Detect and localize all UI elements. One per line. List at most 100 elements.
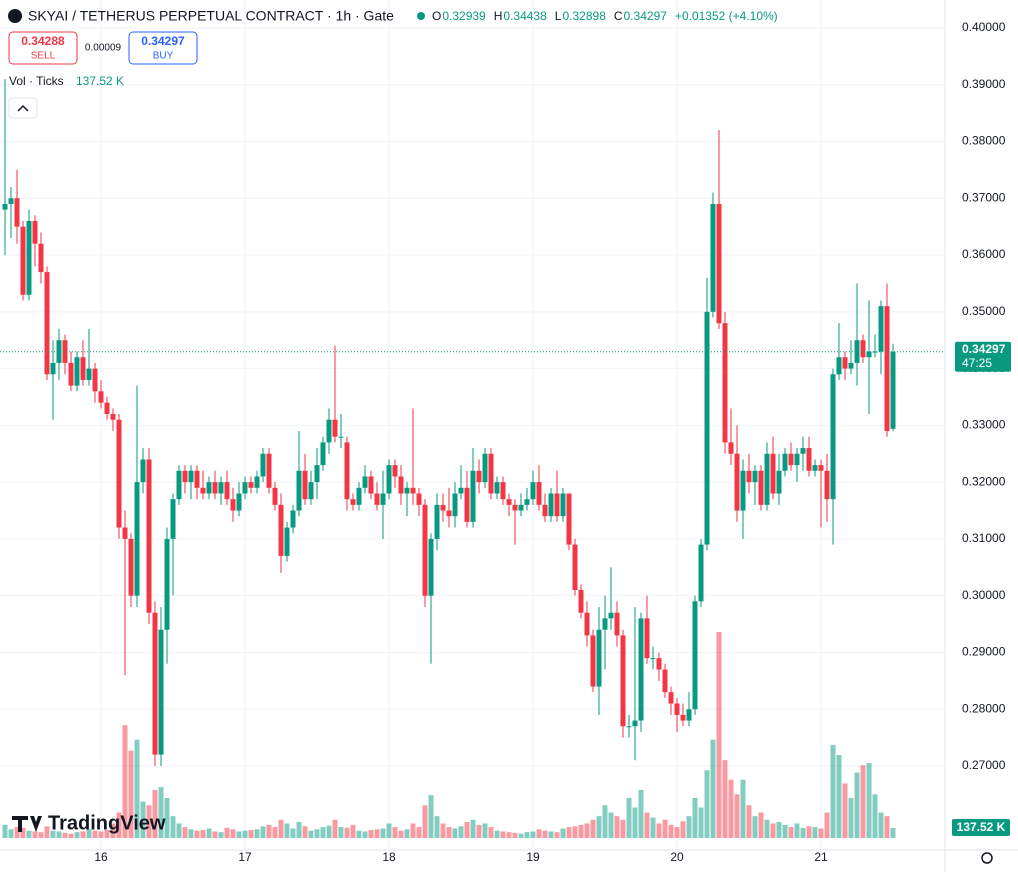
candle-body <box>224 482 230 500</box>
volume-bar <box>740 779 746 838</box>
candle-body <box>566 493 572 545</box>
volume-bar <box>308 830 314 838</box>
candle-body <box>176 470 182 500</box>
volume-bar <box>50 830 56 838</box>
candle-body <box>14 198 20 227</box>
volume-bar <box>620 819 626 838</box>
candle-body <box>248 482 254 488</box>
candle-body <box>428 538 434 596</box>
volume-bar <box>248 829 254 838</box>
volume-bar <box>224 827 230 838</box>
candle-body <box>722 323 728 443</box>
volume-bar <box>236 831 242 838</box>
candle-body <box>572 544 578 590</box>
candle-body <box>8 198 14 204</box>
candle-body <box>116 419 122 528</box>
volume-bar <box>458 826 464 838</box>
candle-body <box>338 436 344 438</box>
volume-bar <box>632 807 638 838</box>
settings-icon[interactable] <box>981 852 993 864</box>
volume-bar <box>806 826 812 838</box>
candle-body <box>308 482 314 500</box>
candle-body <box>752 470 758 483</box>
candle-body <box>350 499 356 505</box>
volume-bar <box>20 827 26 838</box>
volume-bar <box>386 823 392 838</box>
last-price-label: 0.34297 <box>962 342 1006 356</box>
volume-bar <box>152 789 158 838</box>
volume-bar <box>626 797 632 838</box>
candle-body <box>830 374 836 500</box>
volume-bar <box>518 833 524 838</box>
candle-body <box>164 538 170 630</box>
volume-bar <box>830 744 836 838</box>
candle-body <box>578 589 584 613</box>
candle-body <box>26 221 32 295</box>
candle-body <box>710 203 716 312</box>
volume-bar <box>674 827 680 838</box>
candle-body <box>74 357 80 386</box>
volume-bar <box>524 832 530 838</box>
x-tick-label: 19 <box>526 850 540 864</box>
volume-bar <box>362 831 368 838</box>
candle-body <box>560 493 566 517</box>
volume-bar <box>656 823 662 838</box>
candle-body <box>554 493 560 517</box>
candle-body <box>620 635 626 727</box>
volume-bar <box>584 823 590 838</box>
volume-bar <box>296 821 302 838</box>
candle-body <box>44 272 50 375</box>
candle-body <box>38 243 44 273</box>
candle-body <box>800 448 806 454</box>
candle-body <box>536 482 542 505</box>
candle-body <box>728 442 734 454</box>
candle-body <box>20 226 26 295</box>
legend-value: 0.34438 <box>503 9 547 23</box>
volume-bar <box>590 819 596 838</box>
candle-body <box>170 499 176 539</box>
candle-body <box>842 357 848 369</box>
collapse-button[interactable] <box>8 97 38 119</box>
candle-body <box>92 368 98 392</box>
y-tick-label: 0.31000 <box>962 531 1006 545</box>
volume-bar <box>860 765 866 838</box>
candle-body <box>890 351 896 429</box>
volume-bar <box>68 833 74 838</box>
candle-body <box>848 362 854 369</box>
candle-body <box>794 453 800 466</box>
y-tick-label: 0.38000 <box>962 134 1006 148</box>
candle-body <box>128 538 134 596</box>
candle-body <box>452 493 458 517</box>
legend-key: C <box>614 9 623 23</box>
candle-body <box>266 453 272 488</box>
volume-bar <box>662 819 668 838</box>
candle-body <box>188 470 194 483</box>
market-status <box>417 12 425 20</box>
volume-bar <box>542 830 548 838</box>
volume-bar <box>764 819 770 838</box>
volume-bar <box>878 812 884 838</box>
candle-body <box>374 493 380 505</box>
volume-bar <box>392 827 398 838</box>
candle-body <box>278 504 284 556</box>
buy-button[interactable] <box>128 31 198 65</box>
candle-body <box>458 487 464 494</box>
candle-body <box>740 470 746 511</box>
candle-body <box>242 482 248 494</box>
buy-label: BUY <box>153 51 174 62</box>
chart-title: SKYAI / TETHERUS PERPETUAL CONTRACT · 1h… <box>28 8 394 24</box>
volume-bar <box>596 816 602 838</box>
volume-bar <box>572 826 578 838</box>
volume-bar <box>146 805 152 838</box>
candle-body <box>818 465 824 471</box>
volume-bar <box>722 760 728 838</box>
volume-bar <box>8 829 14 838</box>
volume-bar <box>116 812 122 838</box>
candle-body <box>98 391 104 403</box>
candle-body <box>152 612 158 755</box>
candle-body <box>530 482 536 500</box>
sell-button[interactable] <box>8 31 78 65</box>
candle-body <box>632 720 638 727</box>
volume-bar <box>110 823 116 838</box>
